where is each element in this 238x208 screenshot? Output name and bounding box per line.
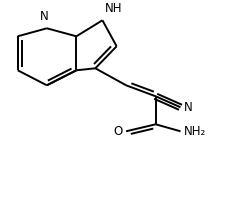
Text: NH₂: NH₂ bbox=[184, 125, 206, 138]
Text: N: N bbox=[40, 10, 49, 23]
Text: O: O bbox=[113, 125, 123, 138]
Text: N: N bbox=[184, 101, 193, 114]
Text: NH: NH bbox=[105, 2, 122, 15]
